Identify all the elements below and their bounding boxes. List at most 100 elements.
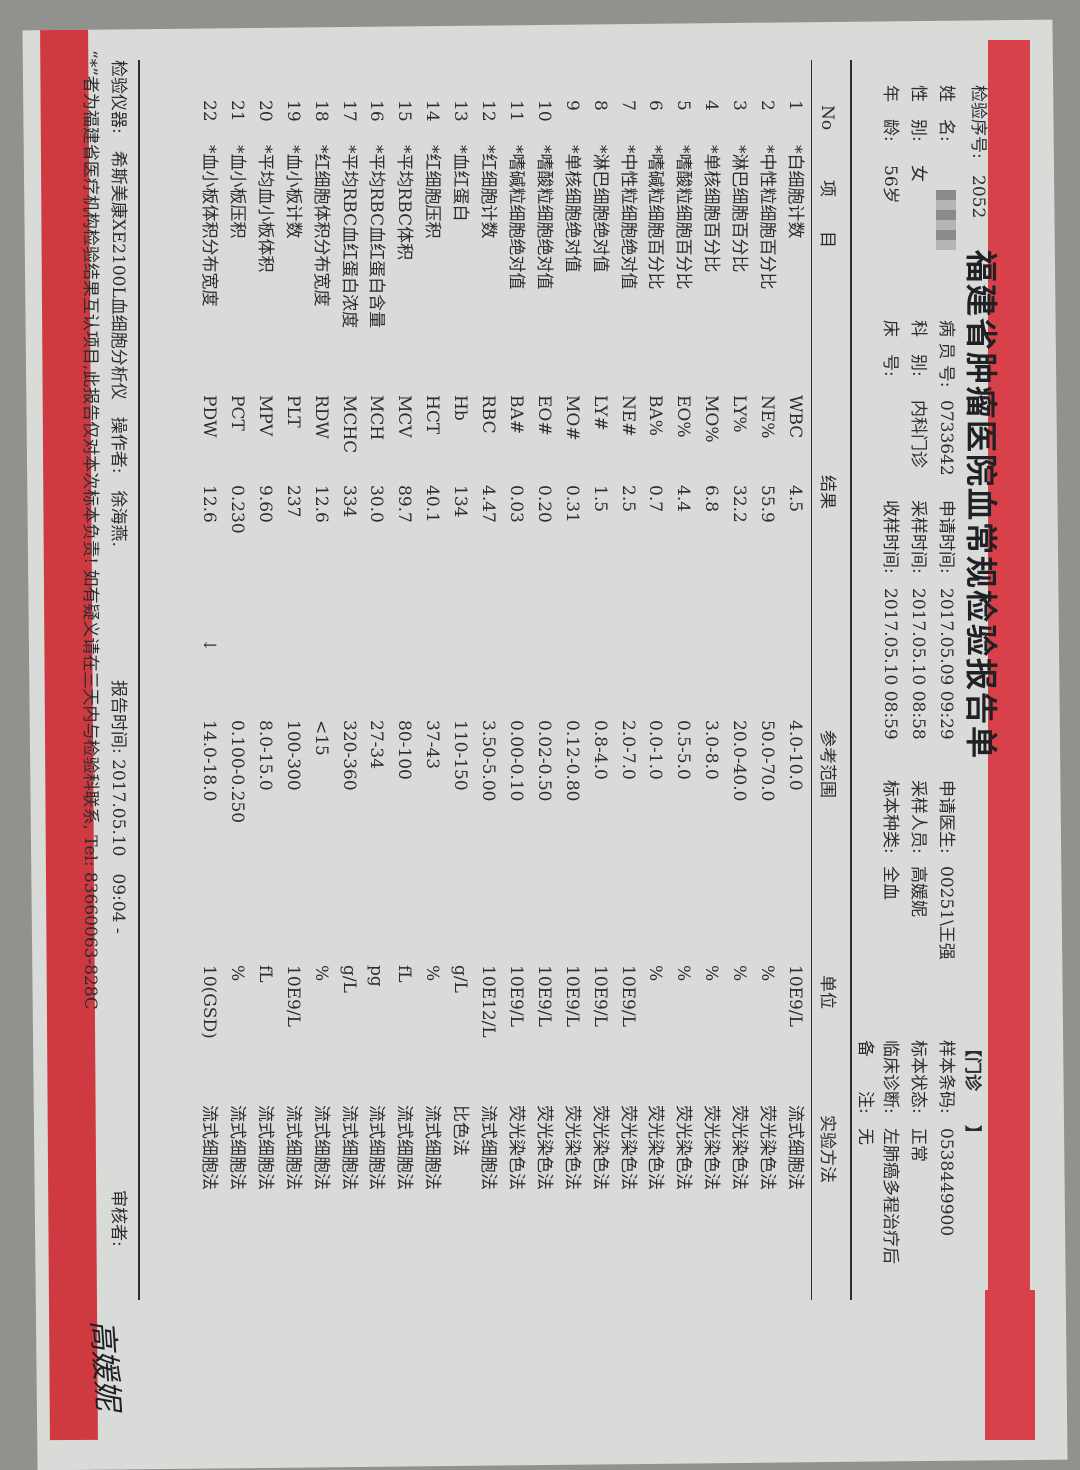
row-method: 比色法 [450, 1105, 471, 1156]
specimen-value: 全血 [880, 866, 900, 900]
col-no: No [817, 105, 837, 131]
table-row: 19 *血小板计数 PLT 237 100-300 10E9/L 流式细胞法 [277, 40, 303, 1340]
row-result: 0.7 [645, 485, 666, 513]
apply-time-label: 申请时间: [936, 500, 956, 574]
row-result: 55.9 [757, 485, 778, 523]
row-result: 4.5 [785, 485, 805, 513]
row-code: NE% [757, 395, 778, 439]
row-method: 荧光染色法 [617, 1105, 638, 1190]
row-no: 2 [757, 100, 778, 111]
disclaimer-note: “*”者为福建省医疗机构检验结果互认项目,此报告仅对本次标本负责! 如有疑义请在… [80, 50, 100, 1010]
row-result: 32.2 [729, 485, 750, 523]
row-range: 37-43 [422, 720, 443, 770]
row-item: *嗜酸粒细胞绝对值 [533, 145, 554, 290]
row-range: 0.100-0.250 [227, 720, 247, 824]
row-no: 15 [394, 100, 415, 122]
row-method: 流式细胞法 [254, 1105, 275, 1190]
collect-time-label: 采样时间: [908, 500, 928, 574]
row-result: 0.20 [533, 485, 554, 523]
column-header-divider [811, 60, 812, 1300]
row-item: *红细胞压积 [422, 145, 443, 239]
row-code: PCT [227, 395, 247, 431]
bed-label: 床 号: [880, 320, 900, 377]
serial-value: 2052 [968, 175, 988, 219]
row-code: RBC [478, 395, 499, 434]
row-no: 21 [227, 100, 247, 122]
row-method: 荧光染色法 [645, 1105, 666, 1190]
table-row: 20 *平均血小板体积 MPV 9.60 8.0-15.0 fL 流式细胞法 [249, 40, 275, 1340]
instrument-operator: 检验仪器: 希斯美康XE2100L血细胞分析仪 操作者: 徐海燕. [108, 60, 128, 547]
row-item: *血小板体积分布宽度 [199, 145, 220, 307]
row-unit: % [310, 965, 331, 982]
row-unit: % [227, 965, 247, 982]
row-range: <15 [310, 720, 331, 756]
patient-id-value: 0733642 [936, 400, 956, 476]
table-row: 17 *平均RBC血红蛋白浓度 MCHC 334 320-360 g/L 流式细胞法 [333, 40, 359, 1340]
row-unit: 10E12/L [478, 965, 499, 1038]
header-divider [850, 60, 852, 1300]
row-code: RDW [310, 395, 331, 439]
row-method: 荧光染色法 [506, 1105, 526, 1190]
row-result: 12.6 [310, 485, 331, 523]
row-result: 1.5 [589, 485, 610, 513]
row-result: 0.31 [561, 485, 582, 523]
row-item: *平均RBC血红蛋白浓度 [338, 145, 359, 329]
table-row: 9 *单核细胞绝对值 MO# 0.31 0.12-0.80 10E9/L 荧光染色法 [556, 40, 582, 1340]
sex-value: 女 [908, 165, 928, 182]
row-unit: 10E9/L [561, 965, 582, 1027]
col-unit: 单位 [817, 975, 837, 1009]
row-item: *淋巴细胞绝对值 [589, 145, 610, 273]
row-no: 1 [785, 100, 805, 111]
col-range: 参考范围 [817, 730, 837, 798]
row-method: 荧光染色法 [673, 1105, 694, 1190]
report-time: 报告时间: 2017.05.10 09:04 - [108, 680, 128, 934]
row-item: *嗜酸粒细胞百分比 [673, 145, 694, 290]
reviewer-label: 审核者: [108, 1190, 128, 1247]
diagnosis-label: 临床诊断: [880, 1040, 900, 1114]
row-unit: % [701, 965, 722, 982]
table-row: 10 *嗜酸粒细胞绝对值 EO# 0.20 0.02-0.50 10E9/L 荧光染色法 [528, 40, 554, 1340]
row-code: MCH [366, 395, 387, 441]
row-result: 0.03 [506, 485, 526, 523]
specimen-label: 标本种类: [880, 780, 900, 854]
row-code: PLT [282, 395, 303, 428]
row-no: 14 [422, 100, 443, 122]
row-method: 流式细胞法 [227, 1105, 247, 1190]
name-redacted [936, 190, 956, 250]
table-row: 4 *单核细胞百分比 MO% 6.8 3.0-8.0% 荧光染色法 [695, 40, 721, 1340]
row-result: 4.47 [478, 485, 499, 523]
row-method: 荧光染色法 [701, 1105, 722, 1190]
collector-value: 高媛妮 [908, 866, 928, 917]
row-no: 5 [673, 100, 694, 111]
row-method: 流式细胞法 [422, 1105, 443, 1190]
doctor-value: 00251\王强 [936, 866, 956, 960]
row-code: WBC [785, 395, 805, 439]
table-row: 1 *白细胞计数 WBC 4.5 4.0-10.0 10E9/L 流式细胞法 [779, 40, 805, 1340]
row-code: BA% [645, 395, 666, 436]
row-unit: 10(GSD) [199, 965, 220, 1039]
row-item: *血小板计数 [282, 145, 303, 239]
dept-label: 科 别: [908, 320, 928, 377]
row-item: *嗜碱粒细胞绝对值 [506, 145, 526, 290]
barcode-label: 样本条码: [936, 1040, 956, 1114]
row-no: 12 [478, 100, 499, 122]
row-method: 荧光染色法 [729, 1105, 750, 1190]
table-row: 13 *血红蛋白 Hb 134 110-150 g/L 比色法 [444, 40, 470, 1340]
row-code: MCV [394, 395, 415, 438]
row-unit: g/L [338, 965, 359, 993]
row-method: 荧光染色法 [561, 1105, 582, 1190]
row-unit: 10E9/L [785, 965, 805, 1027]
table-row: 15 *平均RBC体积 MCV 89.7 80-100 fL 流式细胞法 [388, 40, 414, 1340]
col-method: 实验方法 [817, 1115, 837, 1183]
row-unit: 10E9/L [506, 965, 526, 1027]
row-item: *淋巴细胞百分比 [729, 145, 750, 273]
table-row: 18 *红细胞体积分布宽度 RDW 12.6 <15% 流式细胞法 [305, 40, 331, 1340]
row-result: 0.230 [227, 485, 247, 534]
red-border-top-corner [985, 1290, 1035, 1440]
row-range: 14.0-18.0 [199, 720, 220, 802]
row-range: 0.8-4.0 [589, 720, 610, 780]
table-row: 7 *中性粒细胞绝对值 NE# 2.5 2.0-7.0 10E9/L 荧光染色法 [612, 40, 638, 1340]
row-item: *平均RBC血红蛋白含量 [366, 145, 387, 329]
row-method: 流式细胞法 [478, 1105, 499, 1190]
table-row: 6 *嗜碱粒细胞百分比 BA% 0.7 0.0-1.0% 荧光染色法 [640, 40, 666, 1340]
